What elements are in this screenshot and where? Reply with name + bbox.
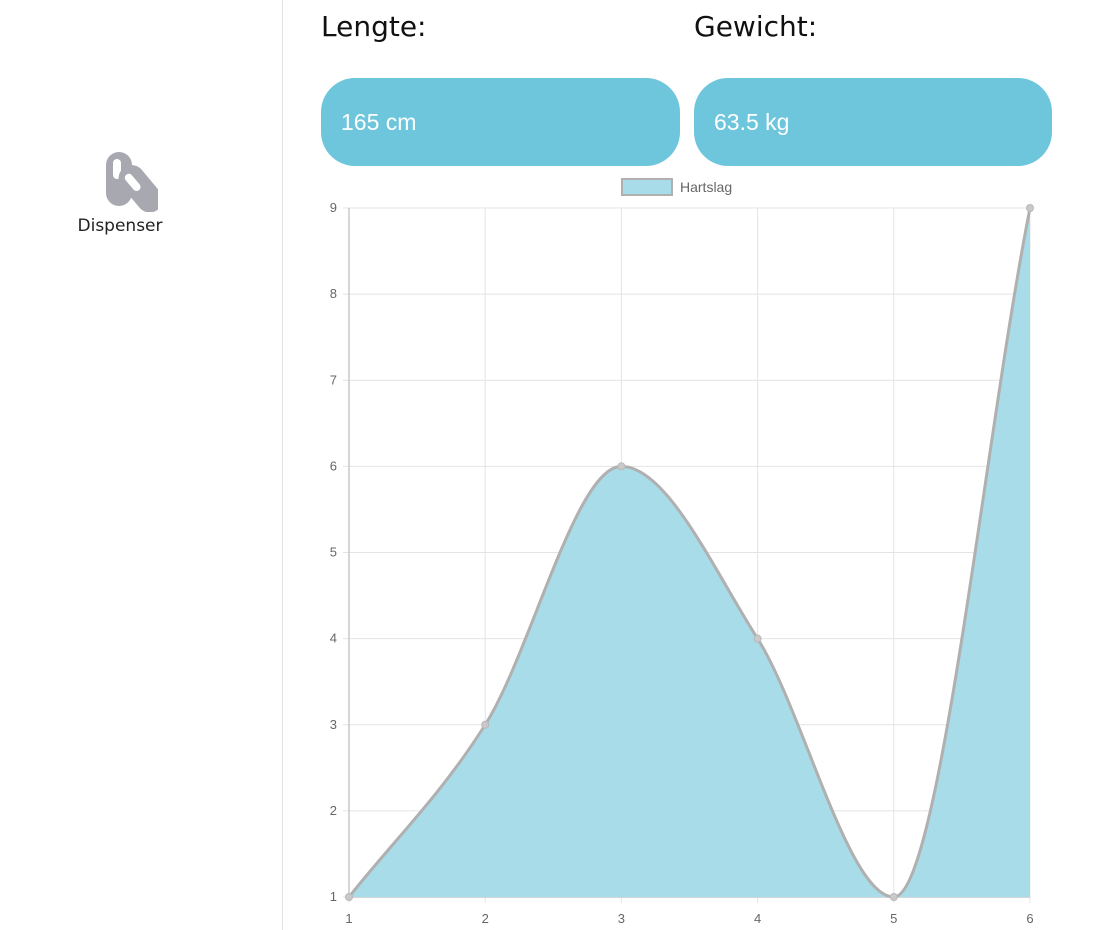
data-point — [481, 720, 490, 729]
legend-label: Hartslag — [680, 179, 732, 195]
sidebar-item-dispenser[interactable]: Dispenser — [60, 148, 180, 243]
sidebar: Dispenser — [0, 0, 283, 930]
weight-value: 63.5 kg — [714, 108, 790, 135]
y-tick-label: 9 — [330, 200, 337, 215]
y-tick-label: 5 — [330, 545, 337, 560]
y-tick-label: 1 — [330, 889, 337, 904]
series-area-hartslag — [349, 208, 1030, 897]
pills-icon — [106, 152, 158, 212]
legend-swatch — [621, 178, 673, 196]
chart-legend: Hartslag — [621, 178, 732, 196]
y-tick-label: 7 — [330, 372, 337, 387]
x-tick-label: 5 — [890, 911, 897, 926]
data-point — [889, 893, 898, 901]
length-value: 165 cm — [341, 108, 417, 135]
x-tick-label: 3 — [618, 911, 625, 926]
sidebar-item-label: Dispenser — [77, 216, 163, 236]
heart-rate-chart: 1 2 3 4 5 6 7 8 9 1 2 3 4 5 6 Hartslag — [330, 178, 1034, 926]
x-tick-label: 1 — [345, 911, 352, 926]
weight-label: Gewicht: — [694, 10, 818, 43]
y-tick-label: 8 — [330, 286, 337, 301]
x-tick-label: 4 — [754, 911, 761, 926]
data-point — [1026, 204, 1034, 212]
data-point — [345, 893, 353, 901]
weight-value-box: 63.5 kg — [694, 78, 1052, 166]
y-tick-label: 4 — [330, 631, 337, 646]
y-tick-label: 3 — [330, 717, 337, 732]
y-tick-label: 6 — [330, 458, 337, 473]
data-point — [753, 634, 762, 643]
x-tick-label: 6 — [1026, 911, 1033, 926]
x-tick-label: 2 — [482, 911, 489, 926]
length-label: Lengte: — [321, 10, 427, 43]
data-point — [617, 462, 626, 471]
length-value-box: 165 cm — [321, 78, 680, 166]
y-tick-label: 2 — [330, 803, 337, 818]
